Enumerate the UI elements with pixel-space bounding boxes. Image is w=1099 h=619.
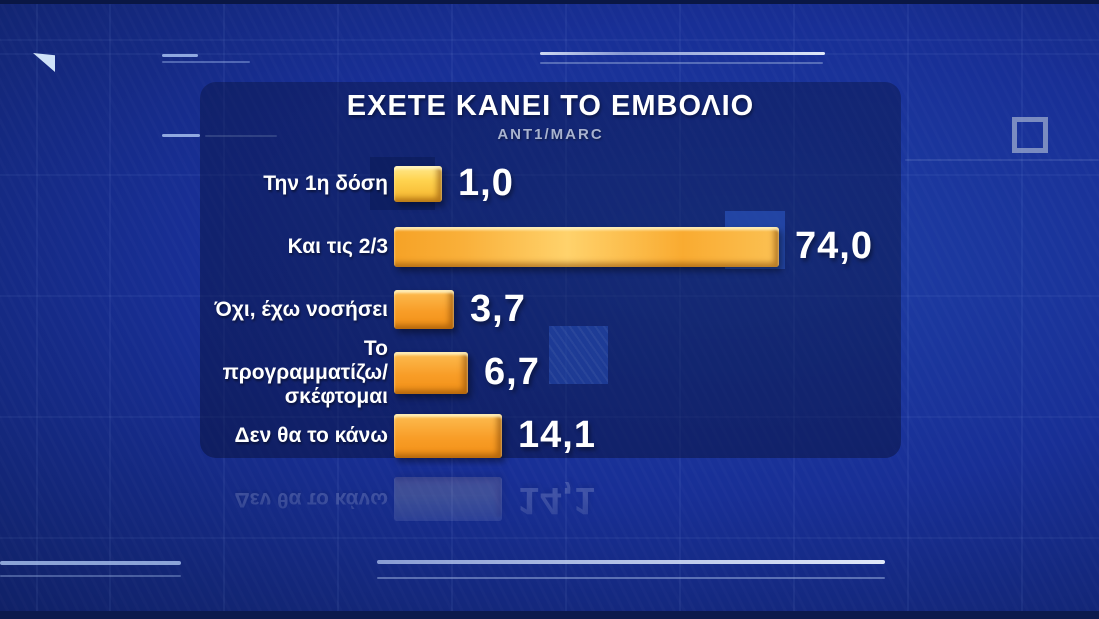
chart-row: Όχι, έχω νοσήσει 3,7	[200, 278, 901, 341]
value-label: 6,7	[484, 351, 540, 393]
decor-line-top	[540, 62, 823, 64]
bar	[394, 351, 468, 394]
bottom-band	[0, 611, 1099, 619]
chart-source-label: ANT1/MARC	[497, 126, 604, 143]
decor-line-right	[905, 159, 1099, 161]
decor-line-bottom-left	[0, 575, 181, 577]
category-label: Όχι, έχω νοσήσει	[214, 297, 388, 321]
category-label: Και τις 2/3	[287, 234, 388, 258]
category-label: Δεν θα το κάνω	[234, 423, 388, 447]
value-label: 74,0	[795, 225, 873, 267]
value-label: 3,7	[470, 288, 526, 330]
chart-rows: Την 1η δόση 1,0 Και τις 2/3 74,0 Όχι, έχω νο…	[200, 152, 901, 467]
top-band	[0, 0, 1099, 4]
value-label: 1,0	[458, 162, 514, 204]
decor-dash	[162, 61, 250, 63]
chart-title: ΕΧΕΤΕ ΚΑΝΕΙ ΤΟ ΕΜΒΟΛΙΟ	[346, 90, 755, 122]
decor-dash	[162, 134, 200, 137]
category-label: Την 1η δόση	[263, 171, 388, 195]
decor-dash	[205, 135, 277, 137]
decor-line-bottom-right	[377, 577, 885, 579]
chart-panel: ΕΧΕΤΕ ΚΑΝΕΙ ΤΟ ΕΜΒΟΛΙΟ ANT1/MARC Την 1η …	[200, 82, 901, 458]
chart-row: Και τις 2/3 74,0	[200, 215, 901, 278]
decor-patch-bright	[549, 326, 608, 384]
bar	[394, 165, 442, 202]
bar	[394, 413, 502, 458]
chart-row: Το προγραμματίζω/ σκέφτομαι 6,7	[200, 337, 901, 408]
bar	[394, 290, 454, 329]
square-outline-icon	[1012, 117, 1048, 153]
chart-row: Δεν θα το κάνω 14,1	[200, 404, 901, 467]
value-label: 14,1	[518, 414, 596, 456]
decor-line-top	[540, 52, 825, 55]
category-label: Το προγραμματίζω/ σκέφτομαι	[222, 336, 388, 408]
bar	[394, 226, 779, 267]
chart-row: Την 1η δόση 1,0	[200, 152, 901, 215]
decor-dash	[162, 54, 198, 57]
decor-line-bottom-left	[0, 561, 181, 565]
decor-line-bottom-right	[377, 560, 885, 564]
